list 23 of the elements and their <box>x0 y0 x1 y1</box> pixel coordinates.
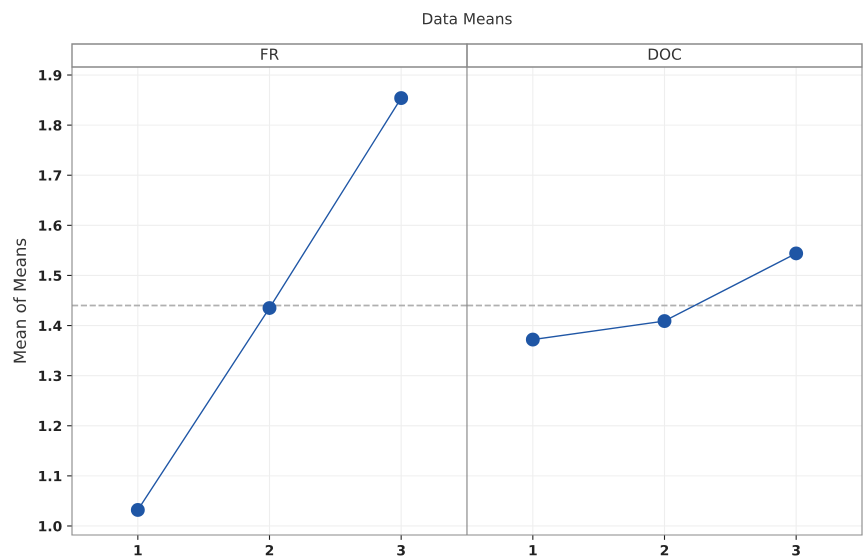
chart-title: FR <box>261 48 279 60</box>
y-tick-label: 1.4 <box>39 320 62 331</box>
text: Data Means <box>423 13 512 24</box>
x-tick-label: 2 <box>266 544 274 556</box>
x-tick-label: 1 <box>134 545 142 556</box>
x-tick-label: 3 <box>397 544 405 556</box>
y-axis-title: Mean of Means <box>13 238 26 362</box>
y-tick-label: 1.9 <box>39 70 62 80</box>
y-tick-label: 1.8 <box>39 120 62 131</box>
y-tick-label: 1.5 <box>39 270 62 281</box>
y-tick-label: 1.1 <box>39 471 62 482</box>
x-tick-label: 3 <box>792 544 800 556</box>
point <box>262 301 276 315</box>
point <box>130 503 145 517</box>
point <box>394 91 408 106</box>
y-tick-label: 1.0 <box>39 520 62 532</box>
x-tick-label: 2 <box>660 544 668 556</box>
chart-title: DOC <box>648 48 681 60</box>
y-tick-label: 1.3 <box>39 370 62 382</box>
y-tick-label: 1.7 <box>39 170 62 181</box>
x-tick-label: 1 <box>530 545 537 556</box>
y-tick-label: 1.2 <box>39 420 62 432</box>
y-tick-label: 1.6 <box>39 220 62 231</box>
